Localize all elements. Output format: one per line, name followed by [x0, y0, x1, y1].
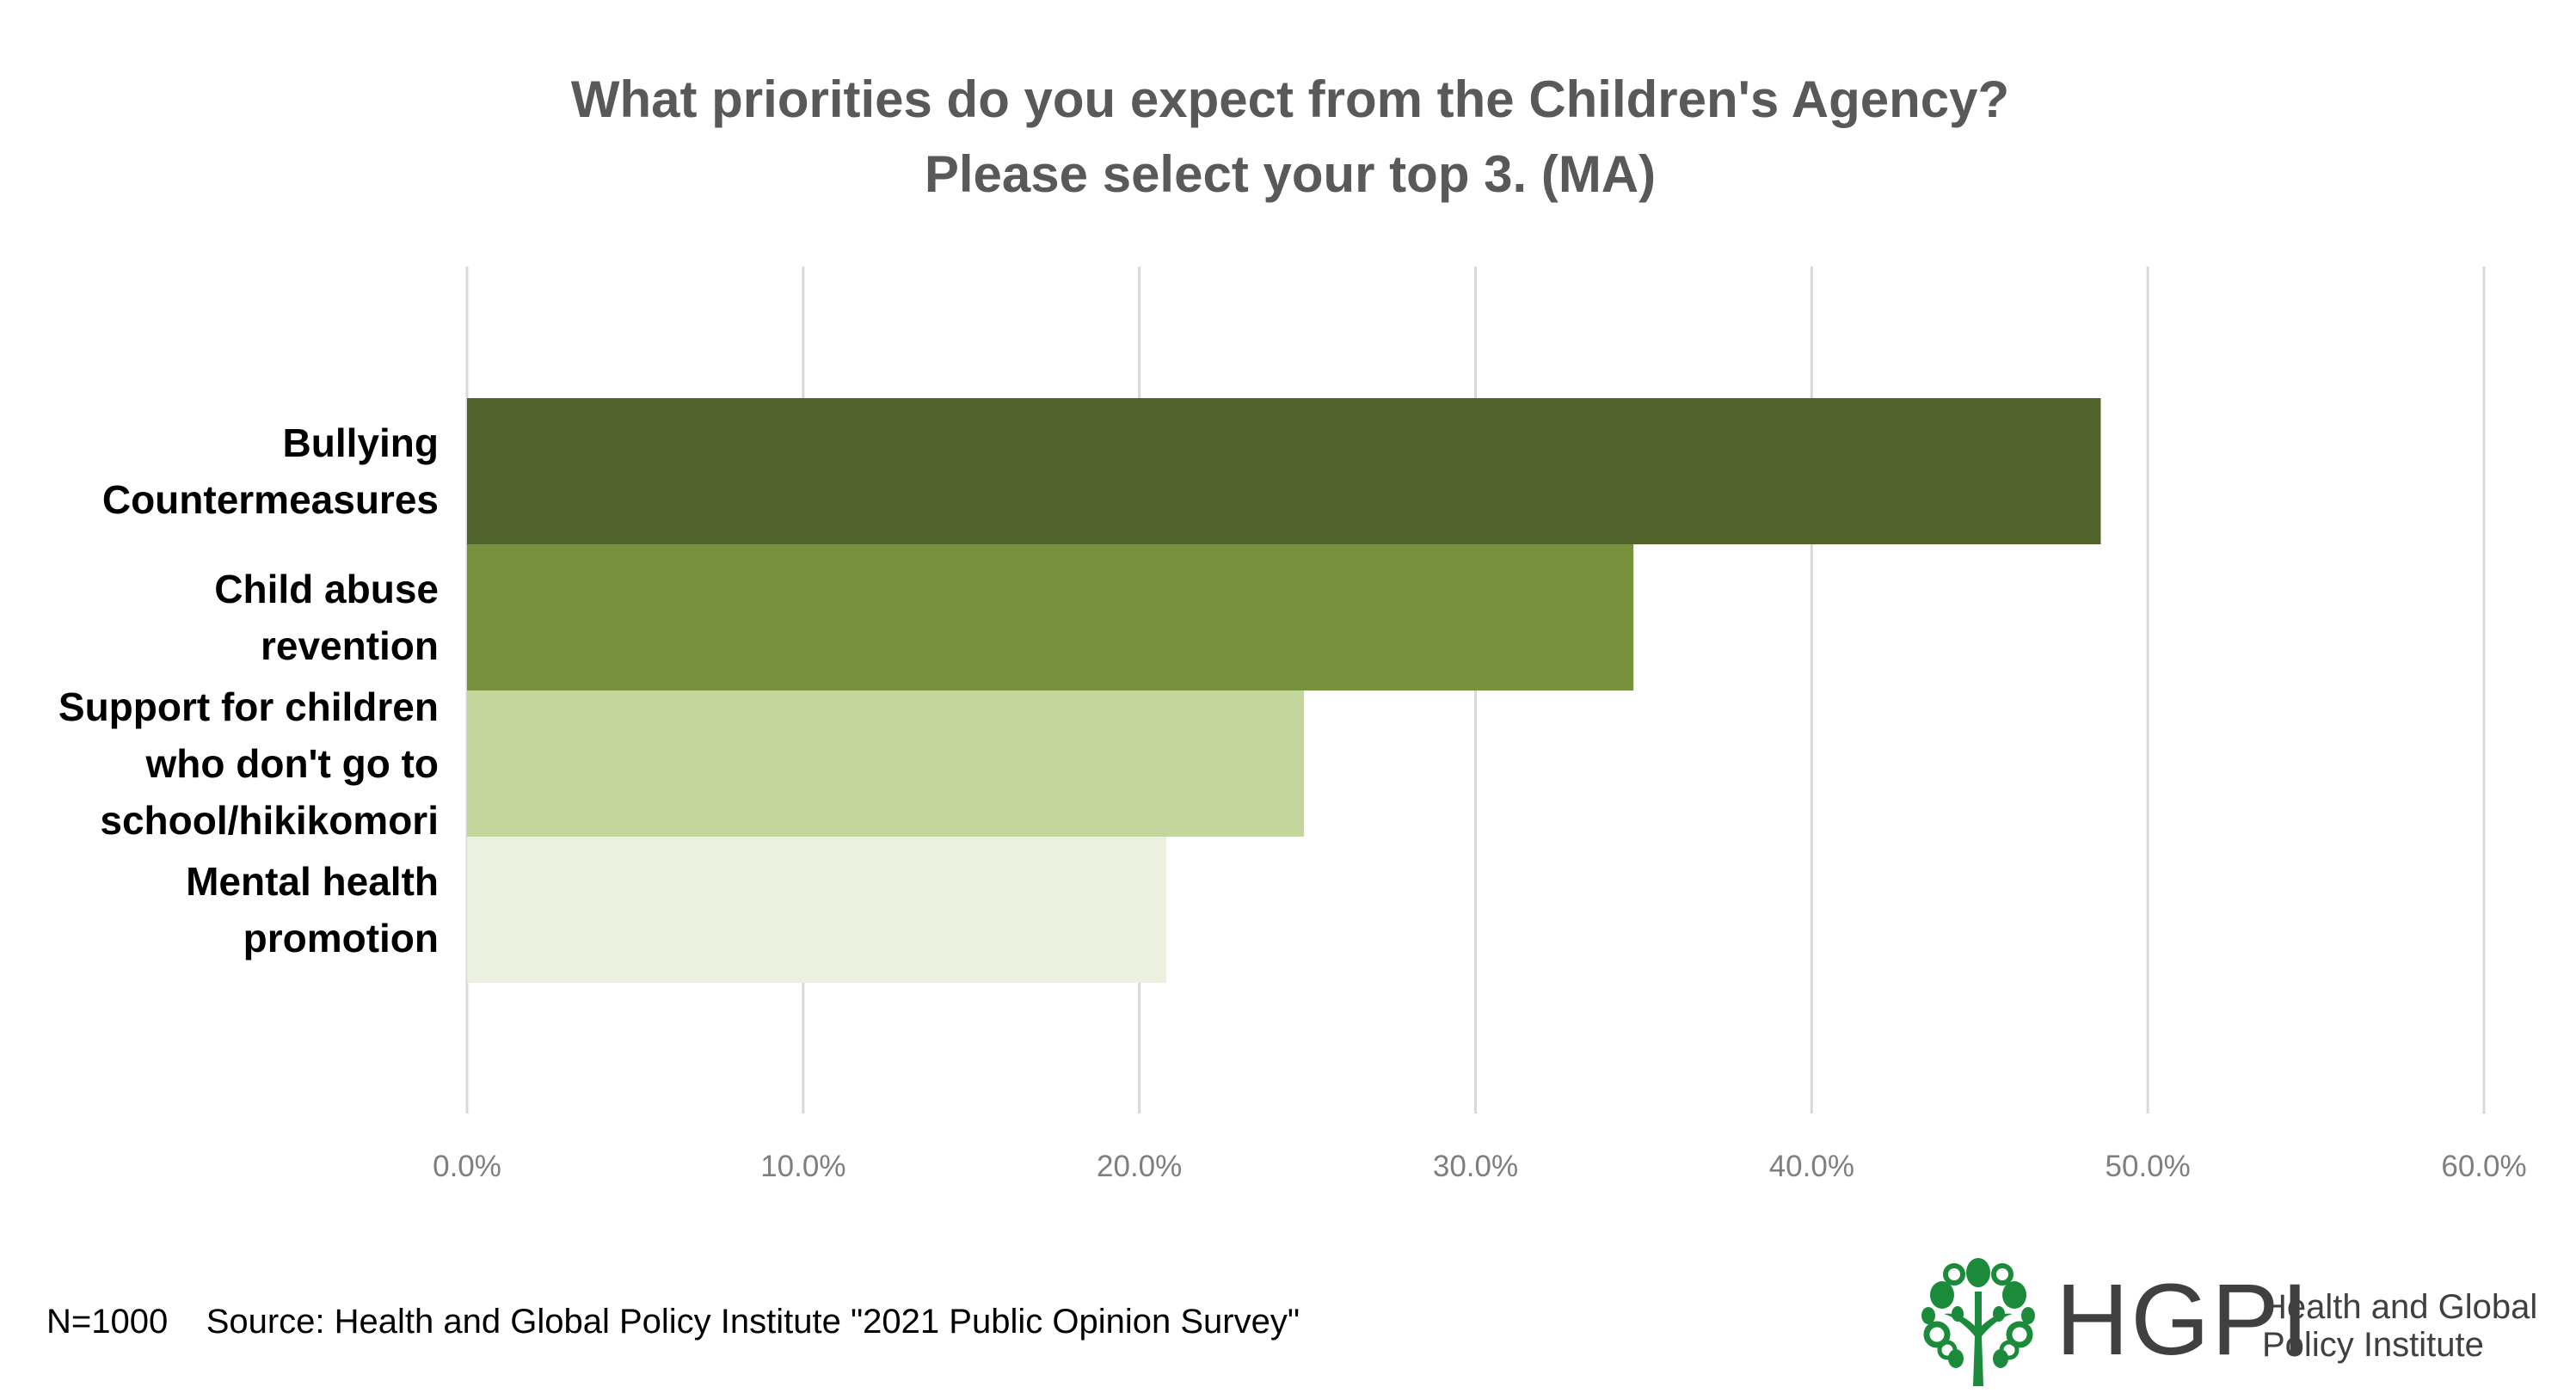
bar — [467, 544, 1634, 690]
source-note: Source: Health and Global Policy Institu… — [206, 1303, 1300, 1341]
x-tick-label: 60.0% — [2441, 1150, 2526, 1183]
logo-name: Health and Global Policy Institute — [2262, 1288, 2537, 1364]
category-label: Child abuse revention — [214, 567, 439, 668]
logo-abbreviation: HGPI — [2056, 1263, 2311, 1377]
footer: N=1000 Source: Health and Global Policy … — [46, 1303, 1300, 1341]
bar — [467, 398, 2101, 544]
chart-title-line-1: What priorities do you expect from the C… — [570, 71, 2010, 128]
tree-icon — [1921, 1258, 2035, 1386]
chart-title: What priorities do you expect from the C… — [0, 62, 2576, 212]
chart-title-line-2: Please select your top 3. (MA) — [924, 145, 1657, 203]
category-label: Mental health promotion — [186, 859, 439, 960]
logo-name-line-1: Health and Global — [2262, 1288, 2538, 1326]
x-tick-label: 40.0% — [1769, 1150, 1854, 1183]
logo-name-line-2: Policy Institute — [2262, 1326, 2484, 1364]
x-tick-label: 20.0% — [1097, 1150, 1182, 1183]
bar — [467, 837, 1166, 983]
x-tick-label: 0.0% — [433, 1150, 501, 1183]
category-label: Bullying Countermeasures — [102, 420, 439, 522]
sample-size: N=1000 — [46, 1303, 169, 1341]
hgpi-logo: HGPI Health and Global Policy Institute — [1918, 1257, 2554, 1386]
x-tick-label: 50.0% — [2106, 1150, 2191, 1183]
category-label: Support for children who don't go to schoo… — [58, 684, 439, 843]
x-tick-label: 10.0% — [760, 1150, 845, 1183]
bar — [467, 690, 1305, 837]
x-tick-label: 30.0% — [1433, 1150, 1518, 1183]
